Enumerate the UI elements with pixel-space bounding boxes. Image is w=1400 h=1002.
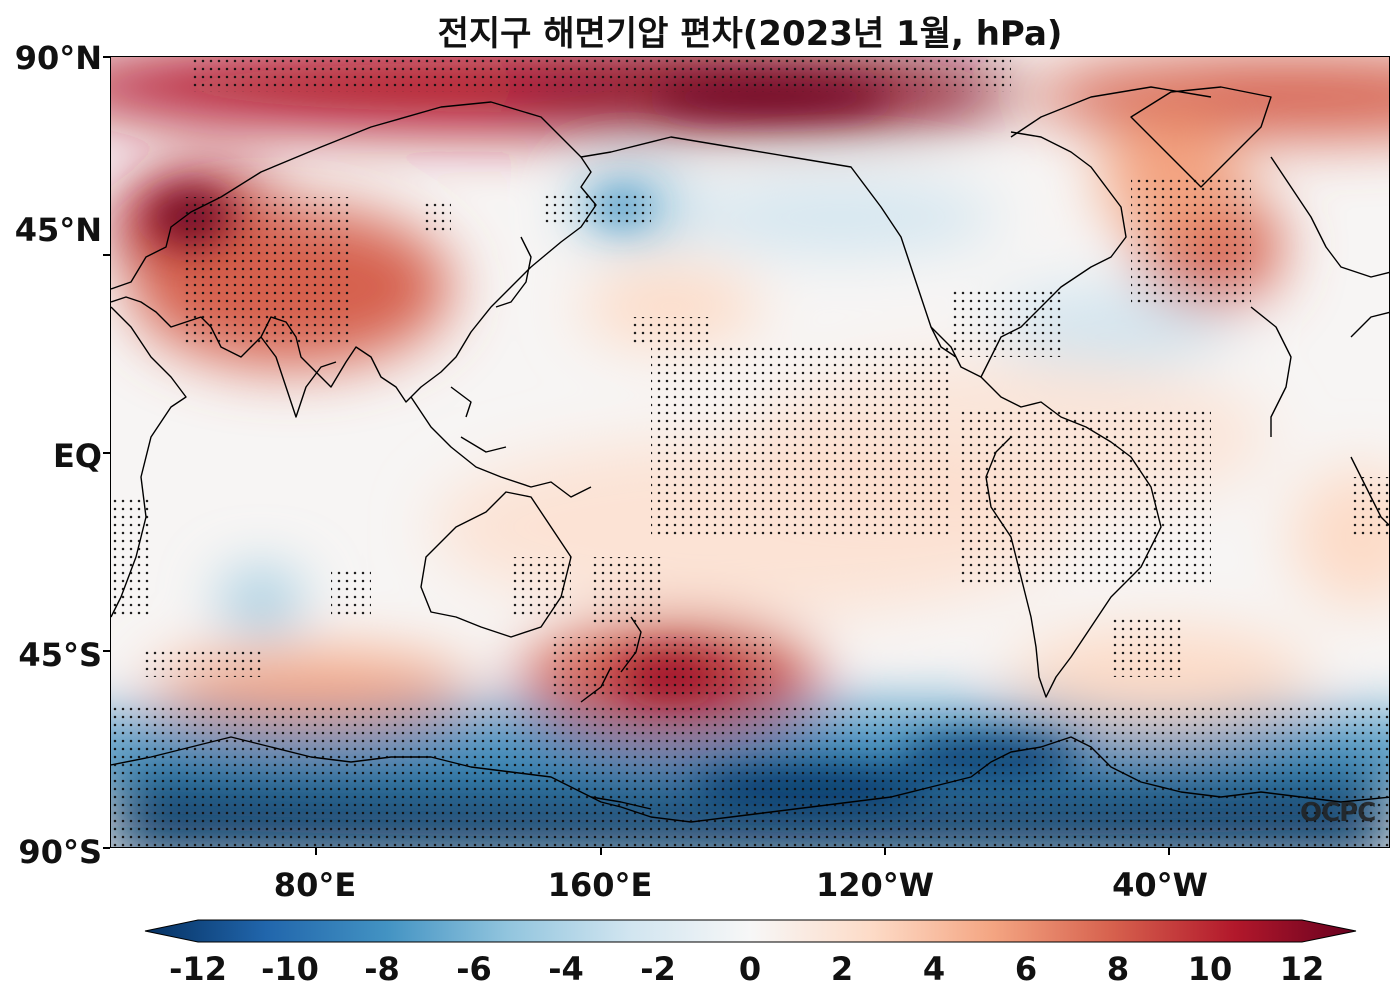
lat-tick-eq bbox=[103, 452, 110, 454]
map-panel bbox=[110, 56, 1390, 848]
lat-label-45s: 45°S bbox=[18, 636, 102, 674]
coastlines bbox=[111, 86, 1389, 823]
coast-australia bbox=[420, 491, 572, 638]
colorbar-tick-label: 12 bbox=[1279, 950, 1325, 988]
coast-antarctica bbox=[111, 736, 1389, 823]
colorbar-tick-label: 4 bbox=[922, 950, 946, 988]
lon-tick-40w bbox=[1168, 848, 1170, 855]
lat-label-90n: 90°N bbox=[14, 39, 102, 77]
lon-label-80e: 80°E bbox=[273, 866, 357, 904]
coast-south-america bbox=[980, 376, 1162, 698]
coast-eurasia bbox=[111, 101, 597, 403]
anomaly-map bbox=[111, 57, 1389, 847]
lat-tick-90n bbox=[103, 56, 110, 58]
map-title: 전지구 해면기압 편차(2023년 1월, hPa) bbox=[437, 14, 1063, 54]
colorbar-tick-label: -10 bbox=[261, 950, 319, 988]
significance-stippling bbox=[111, 57, 1389, 847]
colorbar-tick-label: -8 bbox=[364, 950, 400, 988]
coast-africa bbox=[111, 306, 187, 618]
lat-label-eq: EQ bbox=[52, 437, 102, 475]
lon-tick-120w bbox=[884, 848, 886, 855]
colorbar-tick-label: -12 bbox=[169, 950, 227, 988]
coast-north-america bbox=[580, 131, 1127, 378]
lat-label-90s: 90°S bbox=[18, 833, 102, 871]
lat-tick-45s bbox=[103, 650, 110, 652]
ocpc-watermark: OCPC bbox=[1300, 798, 1376, 828]
colorbar-tick-label: -4 bbox=[548, 950, 584, 988]
colorbar-tick-label: 6 bbox=[1014, 950, 1038, 988]
coast-new-zealand bbox=[620, 616, 642, 673]
lon-tick-80e bbox=[315, 848, 317, 855]
lon-label-40w: 40°W bbox=[1112, 866, 1208, 904]
colorbar-tick-label: 0 bbox=[738, 950, 762, 988]
colorbar-tick-label: -6 bbox=[456, 950, 492, 988]
coast-se-asia bbox=[410, 396, 592, 498]
colorbar-tick-label: 2 bbox=[830, 950, 854, 988]
coast-greenland bbox=[1130, 86, 1272, 188]
lon-tick-160e bbox=[600, 848, 602, 855]
coast-india bbox=[260, 336, 337, 418]
coast-japan bbox=[495, 236, 532, 308]
colorbar-tick-label: 10 bbox=[1187, 950, 1233, 988]
coast-europe bbox=[1270, 156, 1389, 278]
colorbar-bar bbox=[144, 919, 1357, 943]
lon-label-120w: 120°W bbox=[815, 866, 935, 904]
lon-label-160e: 160°E bbox=[547, 866, 653, 904]
colorbar-tick-label: 8 bbox=[1106, 950, 1130, 988]
lat-tick-45n bbox=[103, 254, 110, 256]
lat-label-45n: 45°N bbox=[14, 211, 102, 249]
lat-tick-90s bbox=[103, 847, 110, 849]
colorbar-tick-label: -2 bbox=[640, 950, 676, 988]
